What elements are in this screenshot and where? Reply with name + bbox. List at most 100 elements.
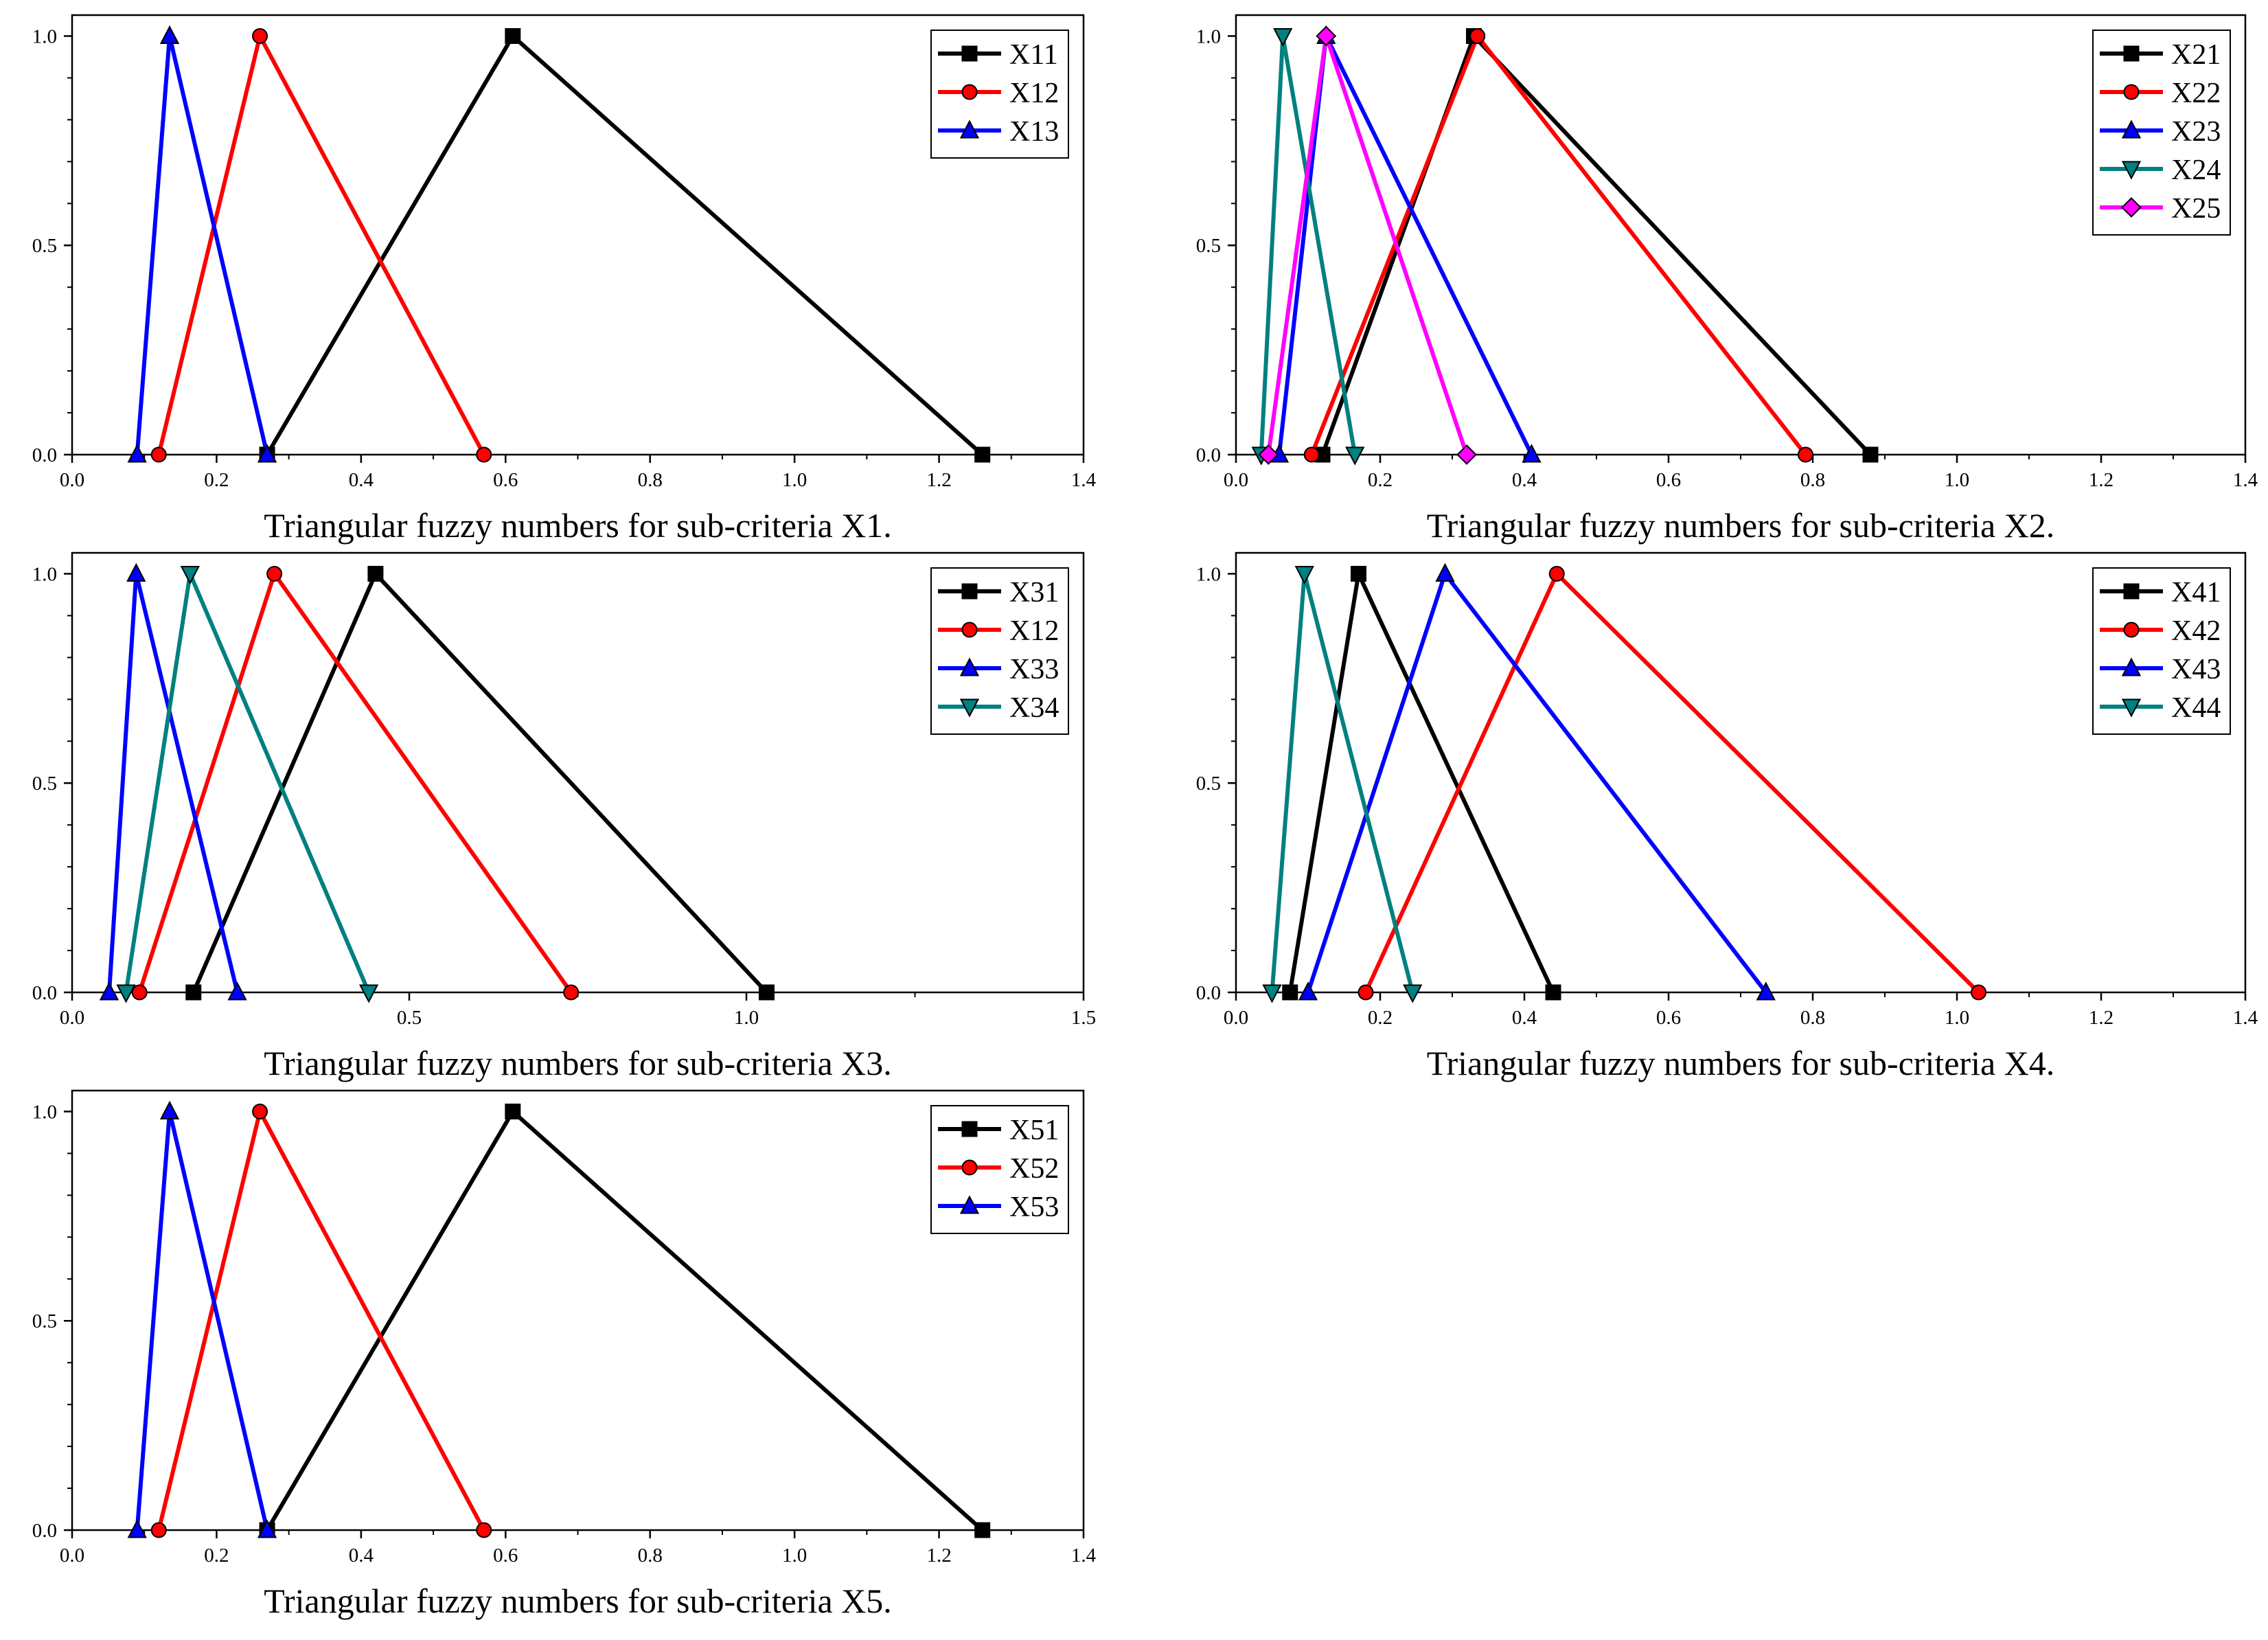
data-point-x25 bbox=[1316, 25, 1337, 47]
legend-marker bbox=[959, 1195, 980, 1214]
y-tick-label: 0.5 bbox=[1196, 235, 1221, 257]
legend-marker bbox=[2123, 583, 2140, 600]
y-tick-label: 1.0 bbox=[32, 25, 57, 47]
legend-marker bbox=[961, 84, 978, 100]
data-point-x22 bbox=[1469, 27, 1486, 44]
x-tick-label: 1.0 bbox=[1945, 1007, 1969, 1029]
data-point-x41 bbox=[1282, 984, 1298, 1001]
data-point-x24 bbox=[1345, 446, 1365, 466]
y-tick-label: 0.5 bbox=[32, 235, 57, 257]
x-tick-label: 0.4 bbox=[1512, 1007, 1537, 1029]
data-point-x21 bbox=[1862, 446, 1879, 463]
x-tick-label: 1.0 bbox=[782, 1545, 807, 1567]
chart-title: Triangular fuzzy numbers for sub-criteri… bbox=[264, 1044, 892, 1082]
x-tick-label: 0.0 bbox=[60, 469, 84, 491]
chart-panel-5: 0.0 0.2 0.4 0.6 0.8 1.0 1.2 1.40.00.51.0X51X52X… bbox=[32, 1089, 1097, 1620]
legend-label: X52 bbox=[1009, 1153, 1059, 1185]
data-point-x43 bbox=[1435, 562, 1455, 582]
legend-marker bbox=[2121, 197, 2142, 218]
data-point-x42 bbox=[1548, 565, 1565, 582]
legend-label: X12 bbox=[1009, 78, 1059, 109]
x-tick-label: 0.2 bbox=[204, 1545, 229, 1567]
data-point-x53 bbox=[159, 1100, 180, 1119]
x-tick-label: 0.0 bbox=[60, 1545, 84, 1567]
data-point-x42 bbox=[1358, 984, 1374, 1001]
legend-label: X24 bbox=[2171, 155, 2221, 186]
data-point-x51 bbox=[974, 1522, 991, 1538]
legend-label: X34 bbox=[1009, 692, 1059, 724]
data-point-x12 bbox=[266, 565, 283, 582]
chart-title: Triangular fuzzy numbers for sub-criteri… bbox=[264, 1582, 892, 1620]
data-point-x41 bbox=[1545, 984, 1561, 1001]
x-tick-label: 0.0 bbox=[60, 1007, 84, 1029]
data-point-x34 bbox=[180, 565, 200, 585]
legend: X51 X52 X53 bbox=[930, 1105, 1069, 1234]
legend-marker bbox=[2121, 119, 2142, 139]
legend-marker bbox=[2123, 45, 2140, 62]
data-point-x13 bbox=[127, 444, 147, 463]
x-tick-label: 1.0 bbox=[734, 1007, 759, 1029]
chart-panel-4: 0.0 0.2 0.4 0.6 0.8 1.0 1.2 1.40.00.51.0X41X42X… bbox=[1196, 551, 2258, 1082]
x-tick-label: 0.6 bbox=[493, 469, 518, 491]
data-point-x23 bbox=[1522, 444, 1542, 463]
data-point-x44 bbox=[1262, 984, 1282, 1003]
data-point-x34 bbox=[358, 984, 379, 1003]
data-point-x44 bbox=[1403, 984, 1423, 1003]
chart-panel-3: 0.0 0.5 1.0 1.5 0.0 0.5 1.0 X31 X12 X33 X34 Triangu… bbox=[32, 551, 1096, 1082]
x-tick-label: 0.8 bbox=[1800, 469, 1825, 491]
legend-marker bbox=[2123, 622, 2140, 638]
legend-marker bbox=[959, 657, 980, 676]
y-tick-label: 1.0 bbox=[32, 563, 57, 585]
x-tick-label: 0.4 bbox=[349, 1545, 374, 1567]
x-tick-label: 0.4 bbox=[1512, 469, 1537, 491]
x-tick-label: 0.2 bbox=[1368, 469, 1393, 491]
x-tick-label: 1.4 bbox=[1071, 469, 1097, 491]
data-point-x52 bbox=[476, 1522, 492, 1538]
legend: X11 X12 X13 bbox=[930, 30, 1069, 159]
series-line-x12 bbox=[157, 30, 486, 456]
x-tick-label: 0.8 bbox=[638, 469, 663, 491]
y-tick-label: 0.0 bbox=[32, 444, 57, 466]
data-point-x12 bbox=[150, 446, 167, 463]
x-tick-label: 1.4 bbox=[2233, 469, 2258, 491]
legend-label: X33 bbox=[1009, 654, 1059, 685]
series-line-x11 bbox=[265, 32, 984, 457]
legend-marker bbox=[2123, 84, 2140, 100]
series-line-x53 bbox=[135, 1111, 270, 1531]
data-point-x31 bbox=[758, 984, 775, 1001]
data-point-x11 bbox=[974, 446, 991, 463]
x-tick-label: 0.8 bbox=[1800, 1007, 1825, 1029]
x-tick-label: 1.4 bbox=[2233, 1007, 2258, 1029]
chart-panel-1: 0.0 0.2 0.4 0.6 0.8 1.0 1.2 1.40.00.51.0X11X12X… bbox=[32, 14, 1097, 545]
x-tick-label: 1.0 bbox=[1945, 469, 1969, 491]
x-tick-label: 1.2 bbox=[926, 469, 951, 491]
data-point-x52 bbox=[252, 1103, 268, 1119]
data-point-x34 bbox=[116, 984, 136, 1003]
data-point-x33 bbox=[126, 562, 146, 582]
x-tick-label: 1.2 bbox=[2089, 1007, 2114, 1029]
y-tick-label: 1.0 bbox=[32, 1101, 57, 1123]
series-line-x52 bbox=[157, 1106, 486, 1531]
data-point-x53 bbox=[257, 1519, 277, 1538]
data-point-x43 bbox=[1756, 981, 1776, 1001]
y-tick-label: 0.5 bbox=[32, 773, 57, 795]
data-point-x42 bbox=[1971, 984, 1986, 1001]
data-point-x31 bbox=[185, 984, 202, 1001]
x-tick-label: 0.8 bbox=[638, 1545, 663, 1567]
legend-marker bbox=[2121, 698, 2142, 718]
series-line-x13 bbox=[135, 35, 270, 455]
x-tick-label: 0.0 bbox=[1224, 1007, 1248, 1029]
legend-label: X51 bbox=[1009, 1115, 1059, 1146]
legend: X31 X12 X33 X34 bbox=[930, 567, 1069, 735]
x-tick-label: 1.2 bbox=[926, 1545, 951, 1567]
y-tick-label: 1.0 bbox=[1196, 25, 1221, 47]
data-point-x12 bbox=[131, 984, 148, 1001]
x-tick-label: 0.6 bbox=[1656, 469, 1681, 491]
legend-label: X53 bbox=[1009, 1192, 1059, 1223]
chart-title: Triangular fuzzy numbers for sub-criteri… bbox=[1427, 506, 2055, 545]
legend-label: X22 bbox=[2171, 78, 2221, 109]
legend-label: X43 bbox=[2171, 654, 2221, 685]
legend-label: X21 bbox=[2171, 39, 2221, 71]
